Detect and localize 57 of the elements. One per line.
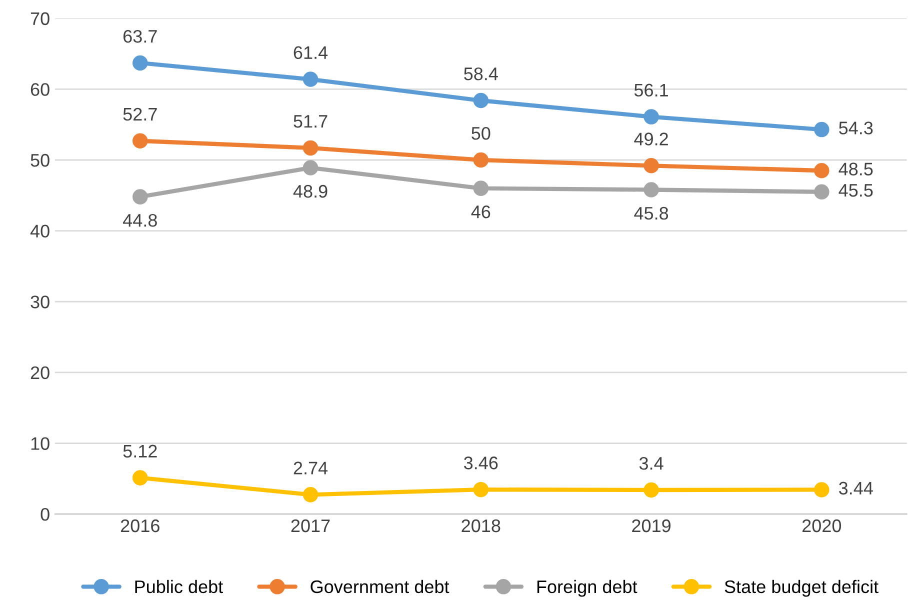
x-tick-label: 2017: [291, 519, 330, 532]
point: [814, 184, 830, 200]
legend-label: State budget deficit: [724, 580, 878, 597]
point: [132, 470, 148, 486]
y-tick-label: 40: [30, 224, 50, 238]
y-tick-label: 20: [30, 366, 50, 380]
x-tick-label: 2018: [462, 519, 500, 532]
data-label: 58.4: [464, 67, 498, 80]
point: [473, 152, 489, 168]
point: [814, 482, 830, 498]
data-label: 48.9: [293, 184, 328, 198]
data-label: 3.46: [464, 456, 498, 470]
data-label: 44.8: [122, 214, 157, 227]
point: [302, 487, 318, 502]
data-label: 51.7: [294, 115, 328, 128]
data-label: 5.12: [123, 444, 157, 458]
data-label: 46: [471, 205, 490, 218]
x-tick-label: 2020: [802, 519, 842, 532]
y-tick-label: 10: [31, 437, 50, 450]
point: [132, 133, 148, 149]
point: [302, 140, 318, 156]
point: [814, 122, 830, 138]
point: [473, 92, 489, 108]
y-tick-label: 60: [30, 83, 50, 96]
y-tick-label: 50: [30, 154, 50, 167]
data-label: 63.7: [123, 30, 157, 43]
point: [132, 55, 148, 71]
point: [302, 72, 318, 87]
point: [473, 482, 489, 498]
point: [302, 160, 318, 176]
data-label: 54.3: [839, 122, 873, 134]
data-label: 52.7: [123, 108, 157, 121]
data-label: 50: [472, 126, 490, 140]
data-label: 56.1: [634, 84, 668, 97]
point: [644, 158, 659, 174]
legend-label: Public debt: [135, 580, 223, 594]
data-label: 45.5: [838, 184, 873, 197]
data-label: 45.8: [634, 206, 668, 220]
data-label: 61.4: [294, 46, 328, 60]
legend-label: Government debt: [310, 580, 450, 594]
y-tick-label: 0: [40, 508, 50, 521]
legend-label: Foreign debt: [537, 580, 638, 597]
x-tick-label: 2019: [632, 519, 671, 532]
data-label: 49.2: [634, 132, 668, 146]
point: [814, 162, 830, 178]
data-label: 48.5: [838, 162, 873, 176]
point: [473, 180, 489, 196]
point: [644, 482, 659, 498]
data-label: 2.74: [294, 462, 328, 474]
point: [644, 182, 659, 198]
point: [132, 189, 148, 204]
data-label: 3.44: [839, 482, 873, 495]
y-tick-label: 30: [30, 296, 50, 308]
x-tick-label: 2016: [120, 519, 160, 532]
data-label: 3.4: [639, 456, 664, 470]
y-tick-label: 70: [30, 12, 50, 26]
point: [644, 109, 659, 124]
